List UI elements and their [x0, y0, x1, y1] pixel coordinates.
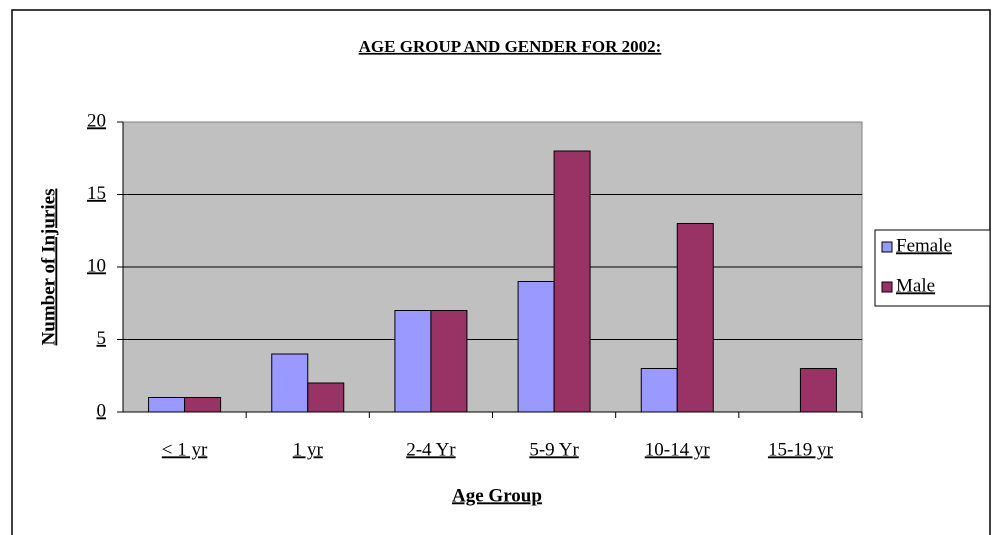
x-tick-label: < 1 yr — [162, 439, 208, 460]
bar — [184, 397, 222, 413]
legend-label: Male — [896, 275, 935, 296]
bar — [307, 382, 345, 413]
bar — [394, 310, 432, 413]
legend-swatch — [881, 281, 893, 293]
y-tick-label: 5 — [97, 328, 107, 349]
bar — [676, 223, 714, 413]
legend — [874, 229, 991, 307]
bar — [517, 281, 555, 413]
y-tick-label: 20 — [87, 110, 106, 131]
bar — [553, 150, 591, 413]
y-tick-label: 0 — [97, 400, 107, 421]
legend-swatch — [881, 241, 893, 253]
bar — [430, 310, 468, 413]
x-tick-label: 15-19 yr — [768, 439, 834, 460]
bar — [640, 368, 678, 413]
y-tick-label: 15 — [87, 183, 106, 204]
chart-title: AGE GROUP AND GENDER FOR 2002: — [359, 37, 662, 56]
x-tick-label: 5-9 Yr — [529, 439, 579, 460]
bar — [799, 368, 837, 413]
legend-label: Female — [896, 235, 952, 256]
bar — [148, 397, 186, 413]
x-tick-label: 10-14 yr — [645, 439, 711, 460]
y-axis-label: Number of Injuries — [38, 189, 59, 346]
x-tick-label: 2-4 Yr — [406, 439, 456, 460]
y-tick-label: 10 — [87, 255, 106, 276]
x-tick-label: 1 yr — [293, 439, 324, 460]
x-axis-label: Age Group — [452, 485, 542, 506]
bar — [271, 353, 309, 413]
